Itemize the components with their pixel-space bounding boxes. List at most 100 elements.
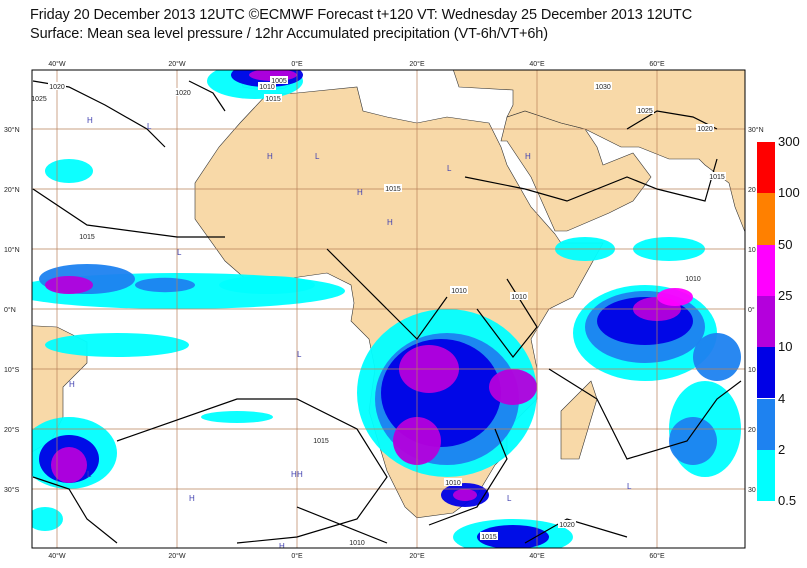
high-pressure-marker: H: [279, 542, 285, 551]
high-pressure-marker: H: [297, 470, 303, 479]
lon-label-bottom: 60°E: [649, 552, 665, 560]
high-pressure-marker: H: [189, 494, 195, 503]
isobar-label-bg: [312, 436, 330, 444]
legend-swatch: [757, 347, 775, 399]
isobar-label-bg: [510, 292, 528, 300]
isobar: [464, 158, 718, 202]
isobar-label: 1010: [349, 540, 365, 547]
isobar-label: 1020: [559, 522, 575, 529]
isobar-label-bg: [32, 94, 48, 102]
isobar-label: 1010: [445, 480, 461, 487]
isobar-label-bg: [594, 82, 612, 90]
precip-area: [669, 417, 717, 465]
isobar: [524, 518, 628, 544]
isobar-label: 1010: [511, 294, 527, 301]
isobar-label: 1025: [31, 96, 47, 103]
isobar-label: 1015: [265, 96, 281, 103]
lon-label-bottom: 40°E: [529, 552, 545, 560]
lat-label-left: 10°N: [4, 246, 20, 254]
isobar: [548, 368, 742, 460]
lat-label-left: 20°N: [4, 186, 20, 194]
low-pressure-marker: L: [315, 152, 320, 161]
isobar-label-bg: [450, 286, 468, 294]
precip-area: [453, 489, 477, 501]
legend-level-label: 2: [778, 441, 786, 457]
low-pressure-marker: L: [447, 164, 452, 173]
isobar: [326, 248, 448, 340]
isobar-label: 1015: [481, 534, 497, 541]
lon-label-top: 40°W: [48, 60, 66, 68]
isobar-label-bg: [444, 478, 462, 486]
isobar: [428, 428, 508, 526]
isobar: [116, 398, 388, 544]
isobar-label-bg: [480, 532, 498, 540]
lat-label-left: 30°N: [4, 126, 20, 134]
isobar-label: 1020: [175, 90, 191, 97]
precip-area: [135, 277, 195, 293]
low-pressure-marker: L: [297, 350, 302, 359]
legend-swatch: [757, 193, 775, 245]
precip-area: [219, 276, 315, 294]
legend-level-label: 50: [778, 236, 793, 252]
legend-swatch: [757, 295, 775, 348]
legend-level-label: 300: [778, 134, 800, 149]
lat-label-right: 0°: [748, 306, 755, 314]
isobar-label: 1010: [259, 84, 275, 91]
isobar-label-bg: [174, 88, 192, 96]
lon-label-top: 20°W: [168, 60, 186, 68]
high-pressure-marker: H: [87, 116, 93, 125]
isobar-label: 1005: [271, 78, 287, 85]
high-pressure-marker: H: [69, 380, 75, 389]
lon-label-top: 0°E: [291, 60, 303, 68]
lat-label-right: 30°N: [748, 126, 764, 134]
isobar-label: 1015: [385, 186, 401, 193]
isobar-label-bg: [708, 172, 726, 180]
precip-area: [45, 276, 93, 294]
land-middle-east: [453, 70, 745, 233]
precip-area: [657, 288, 693, 306]
lon-label-bottom: 40°W: [48, 552, 66, 560]
isobar-label: 1015: [79, 234, 95, 241]
precip-area: [45, 333, 189, 357]
legend-level-label: 4: [778, 390, 786, 406]
map-title: Friday 20 December 2013 12UTC ©ECMWF For…: [30, 7, 693, 23]
isobar-label: 1020: [49, 84, 65, 91]
isobar-label: 1030: [595, 84, 611, 91]
low-pressure-marker: L: [627, 482, 632, 491]
precip-area: [477, 525, 549, 548]
lat-label-right: 20: [748, 427, 756, 434]
land-madagascar: [560, 380, 598, 460]
legend-swatch: [757, 142, 775, 194]
land-brazil: [32, 325, 88, 453]
isobar-label-bg: [258, 82, 276, 90]
isobar-label-bg: [48, 82, 66, 90]
precip-area: [32, 507, 63, 531]
high-pressure-marker: H: [525, 152, 531, 161]
low-pressure-marker: L: [87, 470, 92, 479]
precip-area: [693, 333, 741, 381]
lon-label-top: 20°E: [409, 60, 425, 68]
precip-area: [51, 447, 87, 483]
isobar-label: 1010: [685, 276, 701, 283]
isobar: [626, 110, 718, 130]
low-pressure-marker: L: [147, 122, 152, 131]
legend-swatch: [757, 398, 775, 450]
lat-label-right: 10: [748, 247, 756, 254]
isobar-label-bg: [348, 538, 366, 546]
isobar-label-bg: [384, 184, 402, 192]
isobar-label-bg: [636, 106, 654, 114]
isobar-label: 1015: [709, 174, 725, 181]
isobar-label-bg: [684, 274, 702, 282]
isobar-label-bg: [270, 76, 288, 84]
precip-area: [489, 369, 537, 405]
isobar-label-bg: [264, 94, 282, 102]
isobar-label-bg: [558, 520, 576, 528]
isobar-label: 1015: [313, 438, 329, 445]
map-body: 1020102510201010101510051015101510301025…: [31, 70, 745, 551]
lat-label-left: 0°N: [4, 306, 16, 314]
isobar-label: 1020: [697, 126, 713, 133]
high-pressure-marker: H: [357, 188, 363, 197]
lon-label-bottom: 0°E: [291, 552, 303, 560]
lat-label-right: 10: [748, 367, 756, 374]
